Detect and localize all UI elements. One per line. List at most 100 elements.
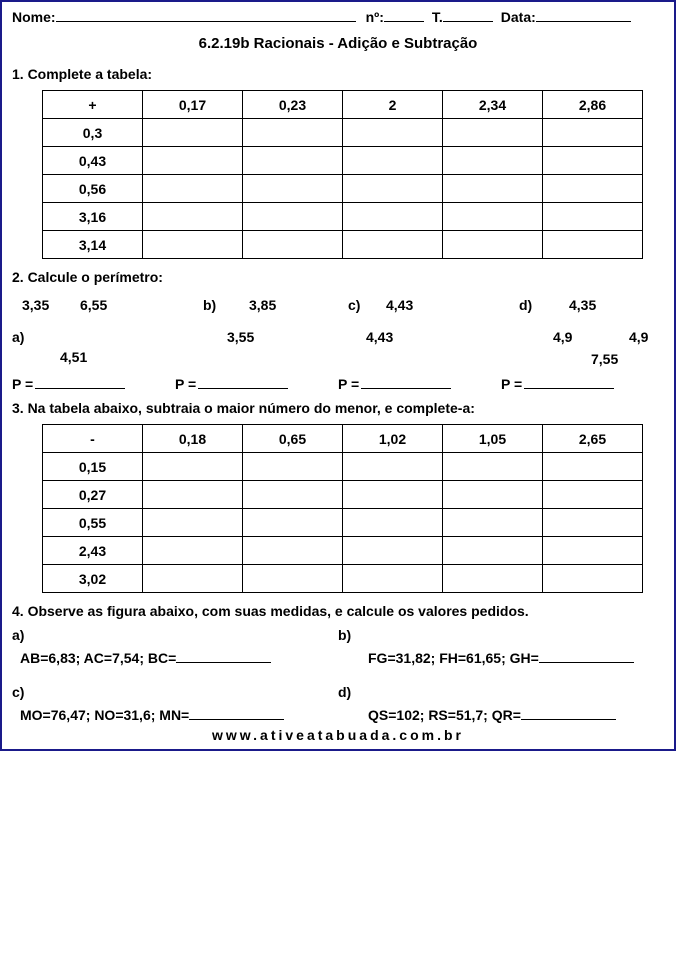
cell[interactable] (343, 481, 443, 509)
cell[interactable] (243, 481, 343, 509)
cell[interactable] (343, 119, 443, 147)
cell[interactable] (243, 147, 343, 175)
val: 4,35 (569, 297, 596, 313)
label-no: nº: (366, 9, 384, 25)
cell[interactable] (143, 481, 243, 509)
q3-row: 0,27 (43, 481, 143, 509)
q4-ab: AB=6,83; AC=7,54; BC= FG=31,82; FH=61,65… (12, 649, 664, 666)
cell[interactable] (143, 509, 243, 537)
cell[interactable] (143, 231, 243, 259)
cell[interactable] (543, 175, 643, 203)
q1-row: 3,16 (43, 203, 143, 231)
q3-col: 0,18 (143, 425, 243, 453)
cell[interactable] (343, 175, 443, 203)
blank[interactable] (521, 706, 616, 720)
cell[interactable] (143, 203, 243, 231)
cell[interactable] (343, 203, 443, 231)
cell[interactable] (243, 203, 343, 231)
cell[interactable] (143, 119, 243, 147)
blank[interactable] (539, 649, 634, 663)
cell[interactable] (443, 453, 543, 481)
cell[interactable] (443, 231, 543, 259)
cell[interactable] (443, 565, 543, 593)
worksheet-page: Nome: nº: T. Data: 6.2.19b Racionais - A… (0, 0, 676, 751)
blank-nome[interactable] (56, 8, 356, 22)
q1-row: 0,3 (43, 119, 143, 147)
cell[interactable] (543, 509, 643, 537)
val: 4,9 (629, 329, 648, 345)
cell[interactable] (543, 147, 643, 175)
shape-a: 3,35 6,55 a) 4,51 (12, 293, 175, 371)
q3-row: 3,02 (43, 565, 143, 593)
q3-row: 0,15 (43, 453, 143, 481)
cell[interactable] (543, 565, 643, 593)
q1-row: 3,14 (43, 231, 143, 259)
blank-t[interactable] (443, 8, 493, 22)
blank-p[interactable] (361, 375, 451, 389)
cell[interactable] (343, 231, 443, 259)
cell[interactable] (543, 203, 643, 231)
q4-cd: MO=76,47; NO=31,6; MN= QS=102; RS=51,7; … (12, 706, 664, 723)
cell[interactable] (243, 537, 343, 565)
q3-col: 1,02 (343, 425, 443, 453)
q4a-text: AB=6,83; AC=7,54; BC= (20, 650, 176, 666)
lbl-c: c) (12, 684, 24, 700)
cell[interactable] (143, 453, 243, 481)
blank-p[interactable] (198, 375, 288, 389)
cell[interactable] (243, 119, 343, 147)
cell[interactable] (143, 565, 243, 593)
cell[interactable] (343, 147, 443, 175)
cell[interactable] (143, 147, 243, 175)
blank[interactable] (176, 649, 271, 663)
lbl-b: b) (203, 297, 216, 313)
lbl-a: a) (12, 627, 24, 643)
cell[interactable] (543, 119, 643, 147)
q1-col: 0,17 (143, 91, 243, 119)
q3-col: 0,65 (243, 425, 343, 453)
p-label: P = (338, 376, 359, 392)
p-label: P = (501, 376, 522, 392)
cell[interactable] (443, 147, 543, 175)
cell[interactable] (343, 565, 443, 593)
blank-no[interactable] (384, 8, 424, 22)
cell[interactable] (543, 453, 643, 481)
p-label: P = (175, 376, 196, 392)
shape-b: b) 3,85 3,55 (175, 293, 338, 371)
cell[interactable] (343, 509, 443, 537)
cell[interactable] (243, 231, 343, 259)
q4-prompt: 4. Observe as figura abaixo, com suas me… (12, 603, 664, 619)
cell[interactable] (143, 175, 243, 203)
blank-data[interactable] (536, 8, 631, 22)
cell[interactable] (443, 175, 543, 203)
q1-op: + (43, 91, 143, 119)
cell[interactable] (343, 537, 443, 565)
q4-ab-labels: a) b) (12, 627, 664, 643)
cell[interactable] (443, 481, 543, 509)
cell[interactable] (443, 537, 543, 565)
cell[interactable] (543, 481, 643, 509)
cell[interactable] (243, 453, 343, 481)
blank[interactable] (189, 706, 284, 720)
cell[interactable] (243, 175, 343, 203)
label-data: Data: (501, 9, 536, 25)
cell[interactable] (243, 509, 343, 537)
cell[interactable] (543, 231, 643, 259)
cell[interactable] (543, 537, 643, 565)
q1-col: 2,34 (443, 91, 543, 119)
cell[interactable] (143, 537, 243, 565)
blank-p[interactable] (524, 375, 614, 389)
lbl-c: c) (348, 297, 360, 313)
val: 4,51 (60, 349, 87, 365)
cell[interactable] (443, 203, 543, 231)
q3-row: 2,43 (43, 537, 143, 565)
q3-prompt: 3. Na tabela abaixo, subtraia o maior nú… (12, 400, 664, 416)
cell[interactable] (443, 119, 543, 147)
header-row: Nome: nº: T. Data: (12, 8, 664, 25)
val: 4,43 (366, 329, 393, 345)
blank-p[interactable] (35, 375, 125, 389)
cell[interactable] (243, 565, 343, 593)
cell[interactable] (443, 509, 543, 537)
q4d-text: QS=102; RS=51,7; QR= (368, 707, 521, 723)
q1-row: 0,43 (43, 147, 143, 175)
cell[interactable] (343, 453, 443, 481)
